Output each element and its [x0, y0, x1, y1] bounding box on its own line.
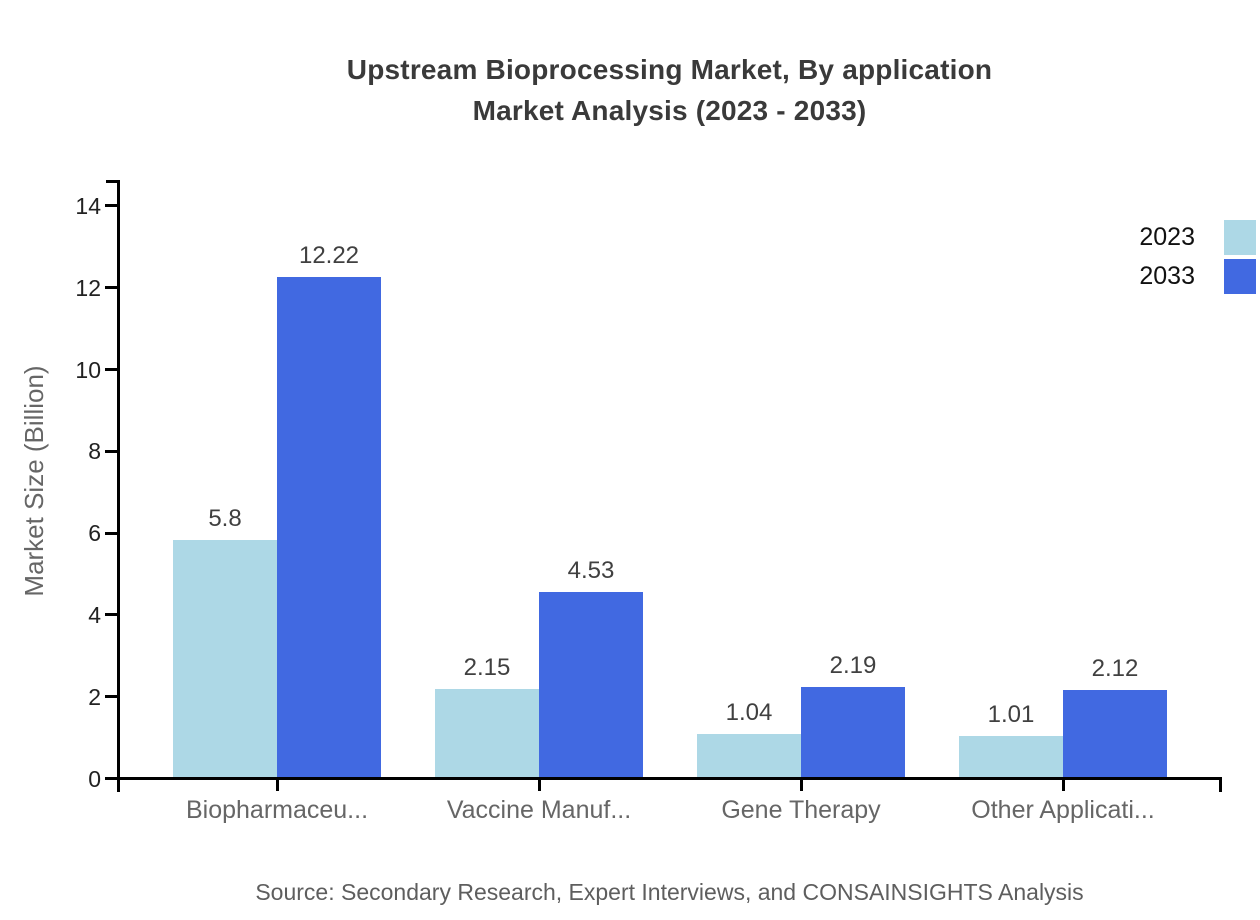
x-category-label: Vaccine Manuf... — [446, 796, 632, 824]
bar-2033 — [801, 687, 905, 777]
bar-value-label: 4.53 — [567, 557, 615, 584]
bar-2023 — [959, 736, 1063, 777]
y-tick — [105, 204, 117, 207]
y-axis-spine — [117, 180, 120, 792]
bar-value-label: 2.12 — [1091, 655, 1139, 682]
legend-label: 2033 — [1139, 262, 1195, 290]
y-tick — [105, 532, 117, 535]
y-tick-label: 0 — [88, 766, 101, 792]
chart-title-line2: Market Analysis (2023 - 2033) — [472, 95, 867, 126]
x-axis-spine — [117, 777, 1222, 780]
bar-value-label: 1.01 — [987, 701, 1035, 728]
bar-2023 — [435, 689, 539, 777]
x-tick — [276, 780, 279, 791]
y-axis-top-cap — [106, 180, 117, 183]
bar-value-label: 12.22 — [298, 242, 360, 269]
y-tick — [105, 777, 117, 780]
bar-2023 — [173, 540, 277, 777]
source-note: Source: Secondary Research, Expert Inter… — [255, 879, 1084, 905]
x-tick — [1062, 780, 1065, 791]
bar-value-label: 2.19 — [829, 652, 877, 679]
bar-2023 — [697, 734, 801, 777]
legend: 2023 2033 — [1100, 220, 1256, 298]
y-tick — [105, 450, 117, 453]
y-tick-label: 8 — [88, 438, 101, 464]
y-tick-label: 12 — [75, 275, 101, 301]
chart-title: Upstream Bioprocessing Market, By applic… — [117, 49, 1222, 131]
bar-value-label: 2.15 — [463, 654, 511, 681]
x-category-label: Other Applicati... — [971, 796, 1155, 824]
y-tick-label: 2 — [88, 684, 101, 710]
y-tick — [105, 613, 117, 616]
chart-title-line1: Upstream Bioprocessing Market, By applic… — [346, 54, 993, 85]
x-category-label: Biopharmaceu... — [185, 796, 369, 824]
bar-2033 — [539, 592, 643, 777]
x-category-label: Gene Therapy — [721, 796, 881, 824]
y-tick — [105, 286, 117, 289]
y-tick-label: 4 — [88, 602, 101, 628]
x-axis-right-cap — [1219, 777, 1222, 792]
y-tick-label: 10 — [75, 357, 101, 383]
x-tick — [800, 780, 803, 791]
legend-swatch — [1224, 220, 1256, 255]
y-tick-label: 6 — [88, 520, 101, 546]
x-tick — [538, 780, 541, 791]
legend-swatch — [1224, 259, 1256, 294]
y-tick-label: 14 — [75, 193, 101, 219]
legend-label: 2023 — [1139, 223, 1195, 251]
bar-2033 — [1063, 690, 1167, 777]
y-tick — [105, 695, 117, 698]
legend-item: 2023 — [1100, 220, 1256, 255]
bar-value-label: 5.8 — [208, 505, 242, 532]
bar-value-label: 1.04 — [725, 699, 773, 726]
y-tick — [105, 368, 117, 371]
legend-item: 2033 — [1100, 259, 1256, 294]
bar-2033 — [277, 277, 381, 777]
